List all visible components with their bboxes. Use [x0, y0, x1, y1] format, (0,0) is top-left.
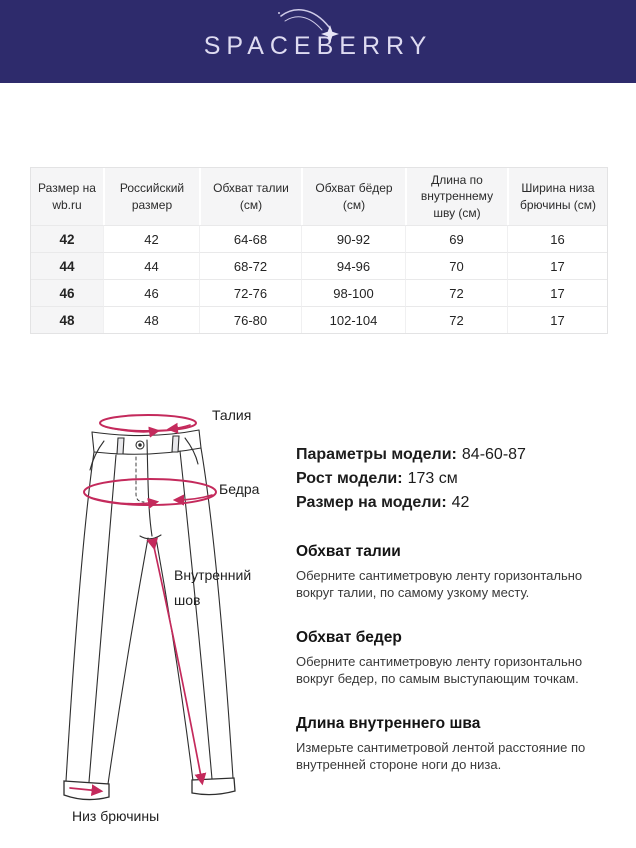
waist-guide-section: Обхват талии Оберните сантиметровую лент… [296, 543, 620, 601]
table-cell: 46 [31, 279, 103, 306]
table-cell: 48 [103, 306, 199, 333]
table-row: 44 44 68-72 94-96 70 17 [31, 252, 607, 279]
leg-bottom-arrow [69, 784, 104, 797]
header-banner: SPACEBERRY [0, 0, 636, 83]
col-header-waist: Обхват талии (см) [199, 168, 301, 225]
table-cell: 90-92 [301, 225, 405, 252]
table-cell: 76-80 [199, 306, 301, 333]
table-cell: 17 [507, 279, 607, 306]
brand-logo: SPACEBERRY [0, 0, 636, 83]
col-header-wb-size: Размер на wb.ru [31, 168, 103, 225]
table-row: 42 42 64-68 90-92 69 16 [31, 225, 607, 252]
waist-guide-title: Обхват талии [296, 543, 401, 560]
table-cell: 68-72 [199, 252, 301, 279]
table-cell: 42 [31, 225, 103, 252]
leg-bottom-label: Низ брючины [72, 808, 160, 824]
hips-guide-text: Оберните сантиметровую ленту горизонталь… [296, 654, 583, 686]
table-cell: 98-100 [301, 279, 405, 306]
table-cell: 72 [405, 306, 507, 333]
col-header-leg-width: Ширина низа брючины (см) [507, 168, 607, 225]
waist-label: Талия [212, 407, 252, 423]
hips-label: Бедра [219, 481, 260, 497]
col-header-inseam: Длина по внутреннему шву (см) [405, 168, 507, 225]
table-cell: 72 [405, 279, 507, 306]
table-cell: 72-76 [199, 279, 301, 306]
table-cell: 69 [405, 225, 507, 252]
model-size-line: Размер на модели: 42 [296, 491, 620, 515]
model-size-value: 42 [451, 494, 470, 511]
brand-logo-text: SPACEBERRY [203, 32, 433, 60]
model-height-line: Рост модели: 173 см [296, 467, 620, 491]
hips-guide-section: Обхват бедер Оберните сантиметровую лент… [296, 629, 620, 687]
col-header-ru-size: Российский размер [103, 168, 199, 225]
model-parameters-line: Параметры модели: 84-60-87 [296, 443, 620, 467]
table-cell: 70 [405, 252, 507, 279]
table-cell: 44 [31, 252, 103, 279]
table-cell: 94-96 [301, 252, 405, 279]
table-cell: 46 [103, 279, 199, 306]
pants-outline [63, 429, 236, 801]
shooting-star-icon [278, 9, 339, 43]
inseam-guide-text: Измерьте сантиметровой лентой расстояние… [296, 740, 586, 772]
table-cell: 16 [507, 225, 607, 252]
waist-ellipse [99, 414, 197, 432]
inner-seam-label: Внутренний шов [174, 567, 252, 608]
inseam-guide-title: Длина внутреннего шва [296, 715, 481, 732]
table-cell: 102-104 [301, 306, 405, 333]
model-parameters-value: 84-60-87 [461, 446, 526, 463]
measurement-marks [69, 414, 217, 797]
table-row: 46 46 72-76 98-100 72 17 [31, 279, 607, 306]
pants-diagram [63, 414, 236, 801]
inseam-arrow [146, 537, 207, 786]
hips-guide-title: Обхват бедер [296, 629, 402, 646]
model-parameters-label: Параметры модели: [296, 446, 457, 463]
size-table: Размер на wb.ru Российский размер Обхват… [30, 167, 608, 334]
table-cell: 64-68 [199, 225, 301, 252]
table-cell: 17 [507, 252, 607, 279]
inseam-guide-section: Длина внутреннего шва Измерьте сантиметр… [296, 715, 620, 773]
col-header-hips: Обхват бёдер (см) [301, 168, 405, 225]
table-cell: 17 [507, 306, 607, 333]
table-cell: 42 [103, 225, 199, 252]
size-table-header-row: Размер на wb.ru Российский размер Обхват… [31, 168, 607, 225]
measurement-info-column: Параметры модели: 84-60-87 Рост модели: 17… [296, 443, 620, 773]
model-size-label: Размер на модели: [296, 494, 447, 511]
table-cell: 44 [103, 252, 199, 279]
model-height-label: Рост модели: [296, 470, 403, 487]
table-row: 48 48 76-80 102-104 72 17 [31, 306, 607, 333]
model-height-value: 173 см [407, 470, 458, 487]
waist-guide-text: Оберните сантиметровую ленту горизонталь… [296, 568, 583, 600]
table-cell: 48 [31, 306, 103, 333]
